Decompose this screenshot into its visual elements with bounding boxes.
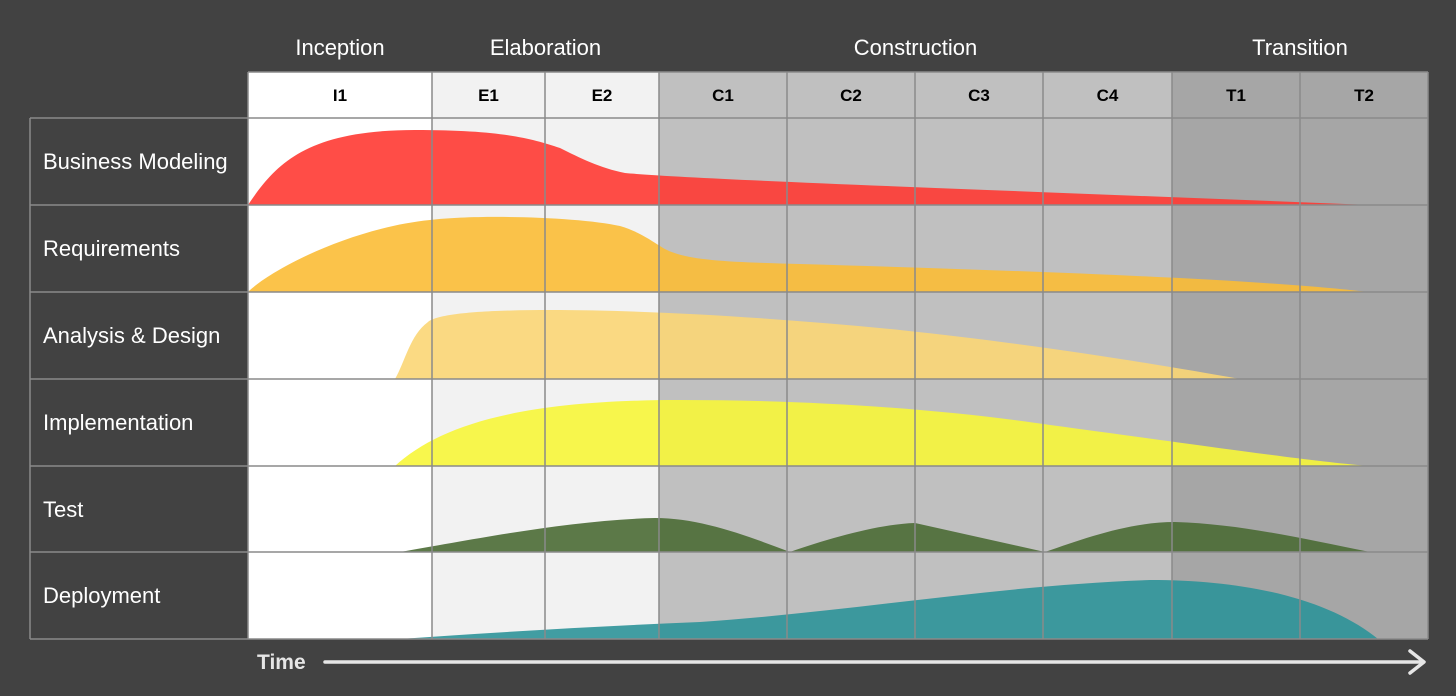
iteration-label-c3: C3	[968, 86, 990, 105]
effort-hump-analysis-design	[395, 310, 1240, 379]
iteration-label-t2: T2	[1354, 86, 1374, 105]
effort-hump-test	[400, 518, 1370, 552]
effort-hump-deployment	[400, 580, 1378, 639]
discipline-label-analysis-design: Analysis & Design	[43, 323, 221, 348]
time-axis-label: Time	[257, 651, 306, 674]
iteration-label-c1: C1	[712, 86, 734, 105]
iteration-label-t1: T1	[1226, 86, 1246, 105]
phase-label-transition: Transition	[1252, 35, 1348, 60]
discipline-label-implementation: Implementation	[43, 410, 194, 435]
iteration-column-t1	[1172, 72, 1300, 639]
effort-hump-requirements	[248, 216, 1368, 292]
iteration-label-c4: C4	[1096, 86, 1119, 105]
effort-hump-business-modeling	[248, 130, 1370, 205]
discipline-label-business-modeling: Business Modeling	[43, 149, 228, 174]
discipline-label-deployment: Deployment	[43, 583, 161, 608]
phase-label-construction: Construction	[853, 35, 978, 60]
iteration-label-i1: I1	[332, 86, 348, 105]
discipline-label-test: Test	[43, 497, 84, 522]
phase-label-inception: Inception	[295, 35, 385, 60]
phase-label-elaboration: Elaboration	[489, 35, 602, 60]
iteration-label-e1: E1	[478, 86, 499, 105]
iteration-label-c2: C2	[840, 86, 862, 105]
effort-hump-implementation	[395, 400, 1368, 466]
time-arrow	[323, 649, 1426, 675]
iteration-label-e2: E2	[591, 86, 613, 105]
iteration-column-t2	[1300, 72, 1428, 639]
discipline-label-requirements: Requirements	[43, 236, 180, 261]
